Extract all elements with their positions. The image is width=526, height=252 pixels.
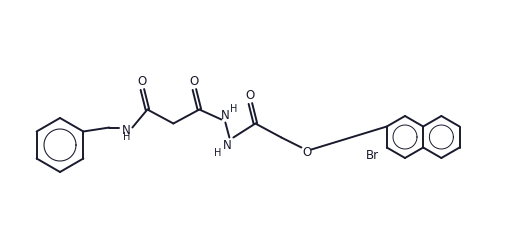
Text: H: H xyxy=(214,148,221,159)
Text: N: N xyxy=(221,109,230,122)
Text: Br: Br xyxy=(366,149,379,162)
Text: N: N xyxy=(223,139,232,152)
Text: O: O xyxy=(190,75,199,88)
Text: O: O xyxy=(138,75,147,88)
Text: O: O xyxy=(303,146,312,159)
Text: O: O xyxy=(246,89,255,102)
Text: N: N xyxy=(122,124,131,137)
Text: H: H xyxy=(230,105,237,114)
Text: H: H xyxy=(123,133,130,142)
